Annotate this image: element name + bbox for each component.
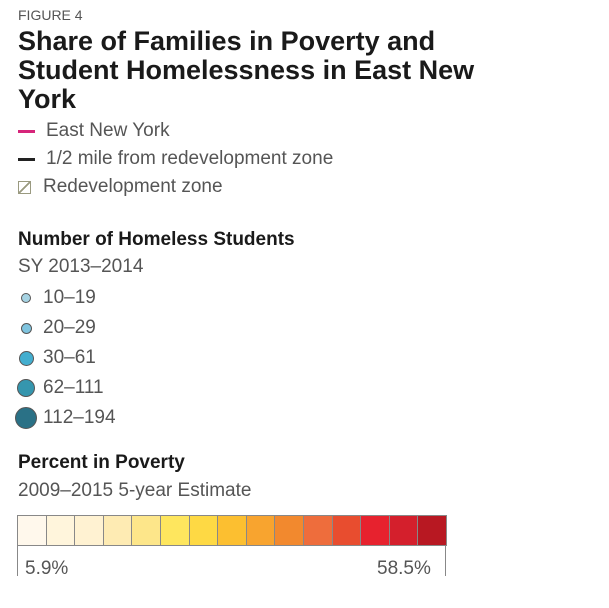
scale-tick-left [17, 545, 18, 576]
bin-label: 30–61 [43, 347, 96, 368]
hatch-icon [18, 180, 31, 194]
scale-cell [418, 516, 447, 545]
circle-icon [18, 350, 34, 366]
homeless-legend-title: Number of Homeless Students [18, 229, 295, 250]
pink-line-icon [18, 129, 35, 133]
bin-item: 20–29 [14, 317, 96, 339]
poverty-legend-subtitle: 2009–2015 5-year Estimate [18, 480, 252, 501]
bin-item: 112–194 [14, 407, 116, 429]
scale-cell [160, 516, 190, 545]
bin-item: 30–61 [14, 347, 96, 369]
legend-east-new-york: East New York [18, 120, 170, 142]
circle-icon [17, 379, 35, 397]
chart-title: Share of Families in Poverty and Student… [18, 26, 475, 114]
circle-icon [15, 407, 37, 429]
scale-cell [46, 516, 76, 545]
scale-cell [75, 516, 104, 545]
scale-cell [189, 516, 219, 545]
scale-cell [332, 516, 362, 545]
bin-label: 20–29 [43, 317, 96, 338]
circle-icon [20, 322, 32, 334]
circle-icon [21, 293, 31, 303]
bin-label: 10–19 [43, 287, 96, 308]
legend-label: 1/2 mile from redevelopment zone [46, 148, 334, 169]
scale-cell [103, 516, 133, 545]
poverty-color-scale [17, 515, 447, 546]
scale-cell [132, 516, 161, 545]
bin-label: 62–111 [43, 377, 104, 398]
scale-tick-right [445, 545, 446, 576]
black-line-icon [18, 157, 35, 161]
homeless-legend-subtitle: SY 2013–2014 [18, 256, 144, 277]
crop-edge [0, 576, 609, 608]
scale-cell [246, 516, 276, 545]
legend-redevelopment-zone: Redevelopment zone [18, 176, 223, 198]
scale-max-label: 58.5% [377, 558, 431, 579]
legend-label: Redevelopment zone [43, 176, 223, 197]
poverty-legend-title: Percent in Poverty [18, 452, 185, 473]
bin-item: 10–19 [14, 287, 96, 309]
scale-cell [361, 516, 390, 545]
scale-cell [303, 516, 333, 545]
figure-label: FIGURE 4 [18, 7, 83, 23]
bin-item: 62–111 [14, 377, 104, 399]
bin-label: 112–194 [43, 407, 116, 428]
scale-cell [389, 516, 419, 545]
scale-cell [218, 516, 247, 545]
legend-label: East New York [46, 120, 170, 141]
scale-min-label: 5.9% [25, 558, 69, 579]
legend-half-mile: 1/2 mile from redevelopment zone [18, 148, 333, 170]
scale-cell [18, 516, 47, 545]
scale-cell [275, 516, 304, 545]
